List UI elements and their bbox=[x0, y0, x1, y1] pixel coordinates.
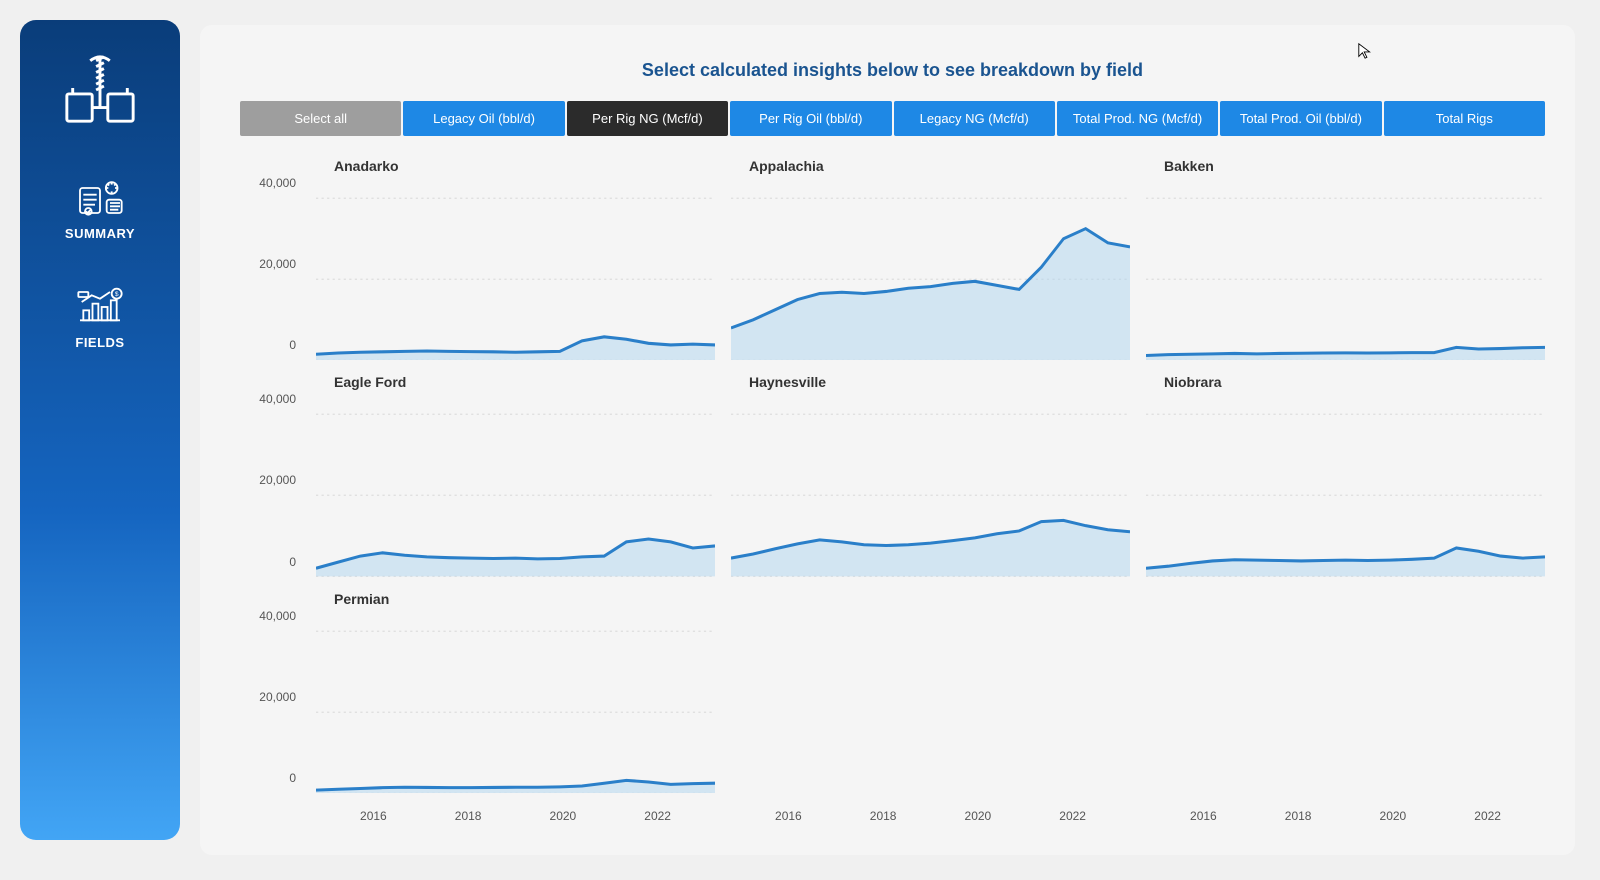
x-tick-label: 2022 bbox=[644, 809, 671, 835]
y-tick-label: 0 bbox=[289, 338, 296, 352]
sidebar: SUMMARY $ FIELDS bbox=[20, 20, 180, 840]
x-tick-label: 2018 bbox=[870, 809, 897, 835]
x-axis-labels: 2016 2018 2020 2022 bbox=[316, 805, 715, 835]
app-logo-icon bbox=[60, 50, 140, 130]
chart-title: Bakken bbox=[1146, 156, 1545, 178]
chart-title: Permian bbox=[316, 589, 715, 611]
chart-title: Appalachia bbox=[731, 156, 1130, 178]
x-tick-label: 2018 bbox=[455, 809, 482, 835]
y-tick-label: 40,000 bbox=[259, 392, 296, 406]
chart-anadarko[interactable]: Anadarko bbox=[316, 156, 715, 360]
y-tick-label: 20,000 bbox=[259, 690, 296, 704]
tab-legacy-ng-mcf-d[interactable]: Legacy NG (Mcf/d) bbox=[894, 101, 1055, 136]
chart-niobrara[interactable]: Niobrara bbox=[1146, 372, 1545, 576]
page-title: Select calculated insights below to see … bbox=[240, 60, 1545, 81]
sidebar-item-label: SUMMARY bbox=[65, 226, 135, 241]
y-axis-labels: 40,000 20,000 0 bbox=[240, 372, 300, 576]
x-tick-label: 2020 bbox=[550, 809, 577, 835]
x-tick-label: 2022 bbox=[1474, 809, 1501, 835]
charts-grid: 40,00020,0000Anadarko Appalachia Bakken … bbox=[240, 156, 1545, 835]
chart-title: Anadarko bbox=[316, 156, 715, 178]
y-tick-label: 0 bbox=[289, 771, 296, 785]
chart-bakken[interactable]: Bakken bbox=[1146, 156, 1545, 360]
x-axis-labels: 2016 2018 2020 2022 bbox=[1146, 805, 1545, 835]
chart-title: Haynesville bbox=[731, 372, 1130, 394]
axis-spacer bbox=[240, 805, 300, 835]
x-tick-label: 2016 bbox=[360, 809, 387, 835]
chart-haynesville[interactable]: Haynesville bbox=[731, 372, 1130, 576]
chart-title: Eagle Ford bbox=[316, 372, 715, 394]
chart-appalachia[interactable]: Appalachia bbox=[731, 156, 1130, 360]
tab-total-rigs[interactable]: Total Rigs bbox=[1384, 101, 1545, 136]
x-tick-label: 2022 bbox=[1059, 809, 1086, 835]
tab-total-prod-oil-bbl-d[interactable]: Total Prod. Oil (bbl/d) bbox=[1220, 101, 1381, 136]
x-tick-label: 2016 bbox=[1190, 809, 1217, 835]
tabs-row: Select allLegacy Oil (bbl/d)Per Rig NG (… bbox=[240, 101, 1545, 136]
tab-per-rig-ng-mcf-d[interactable]: Per Rig NG (Mcf/d) bbox=[567, 101, 728, 136]
sidebar-item-label: FIELDS bbox=[75, 335, 124, 350]
x-tick-label: 2016 bbox=[775, 809, 802, 835]
x-tick-label: 2020 bbox=[1380, 809, 1407, 835]
sidebar-item-summary[interactable]: SUMMARY bbox=[57, 170, 143, 249]
tab-per-rig-oil-bbl-d[interactable]: Per Rig Oil (bbl/d) bbox=[730, 101, 891, 136]
chart-title: Niobrara bbox=[1146, 372, 1545, 394]
chart-permian[interactable]: Permian bbox=[316, 589, 715, 793]
fields-icon: $ bbox=[75, 287, 125, 327]
x-tick-label: 2020 bbox=[965, 809, 992, 835]
tab-total-prod-ng-mcf-d[interactable]: Total Prod. NG (Mcf/d) bbox=[1057, 101, 1218, 136]
y-axis-labels: 40,000 20,000 0 bbox=[240, 156, 300, 360]
y-tick-label: 20,000 bbox=[259, 257, 296, 271]
x-tick-label: 2018 bbox=[1285, 809, 1312, 835]
chart-empty bbox=[731, 589, 1130, 793]
main-panel: Select calculated insights below to see … bbox=[200, 25, 1575, 855]
mouse-cursor-icon bbox=[1357, 42, 1375, 60]
y-tick-label: 20,000 bbox=[259, 473, 296, 487]
chart-empty bbox=[1146, 589, 1545, 793]
y-tick-label: 40,000 bbox=[259, 609, 296, 623]
chart-eagle-ford[interactable]: Eagle Ford bbox=[316, 372, 715, 576]
x-axis-labels: 2016 2018 2020 2022 bbox=[731, 805, 1130, 835]
y-tick-label: 40,000 bbox=[259, 176, 296, 190]
y-axis-labels: 40,000 20,000 0 bbox=[240, 589, 300, 793]
summary-icon bbox=[75, 178, 125, 218]
svg-text:$: $ bbox=[115, 291, 119, 298]
tab-legacy-oil-bbl-d[interactable]: Legacy Oil (bbl/d) bbox=[403, 101, 564, 136]
sidebar-item-fields[interactable]: $ FIELDS bbox=[67, 279, 133, 358]
y-tick-label: 0 bbox=[289, 555, 296, 569]
tab-select-all[interactable]: Select all bbox=[240, 101, 401, 136]
